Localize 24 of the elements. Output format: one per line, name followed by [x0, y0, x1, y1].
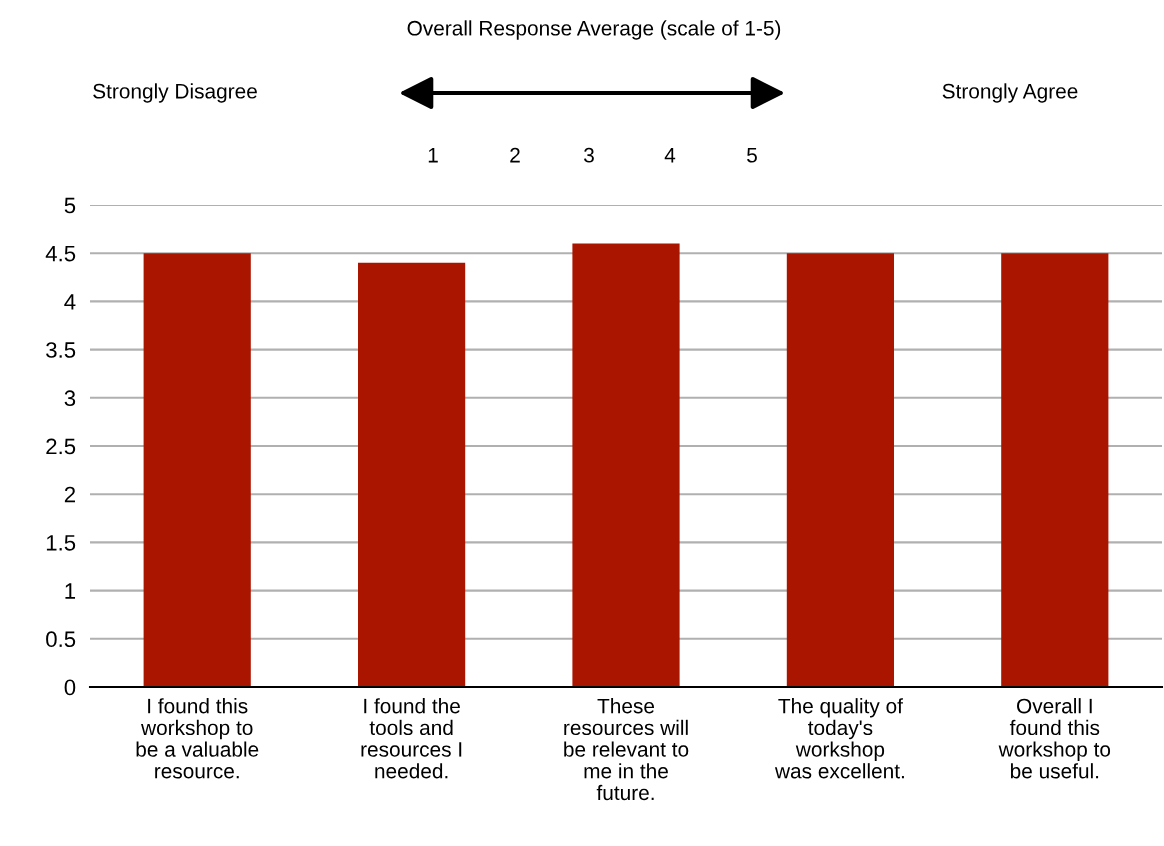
text: 1 — [428, 148, 438, 163]
y-tick-label: 0.5 — [46, 631, 76, 648]
x-tick-label: I found this workshop to be a valuable resource. — [136, 698, 259, 779]
x-tick-label: These resources will be relevant to me in the future. — [564, 698, 689, 801]
y-tick-label: 1 — [65, 583, 76, 599]
text: Strongly Disagree — [93, 83, 257, 103]
text: 5 — [747, 148, 757, 163]
y-tick-label: 0 — [64, 679, 76, 696]
text: 4 — [664, 148, 676, 163]
y-tick-label: 1.5 — [46, 535, 76, 551]
y-tick-label: 3.5 — [46, 342, 76, 358]
x-tick-label: Overall I found this workshop to be useful. — [998, 698, 1111, 779]
y-tick-label: 5 — [64, 197, 76, 214]
y-tick-label: 2.5 — [46, 438, 76, 455]
chart-title: Overall Response Average (scale of 1-5) — [407, 20, 781, 40]
x-tick-label: The quality of today's workshop was excellent. — [774, 698, 904, 779]
text: Strongly Agree — [942, 83, 1078, 103]
y-tick-label: 4 — [64, 294, 76, 310]
text: 2 — [510, 147, 520, 163]
y-tick-label: 2 — [64, 486, 75, 503]
y-tick-label: 3 — [64, 390, 76, 407]
y-tick-label: 4.5 — [45, 245, 76, 262]
text: 3 — [584, 147, 594, 163]
x-tick-label: I found the tools and resources I needed. — [361, 698, 462, 779]
